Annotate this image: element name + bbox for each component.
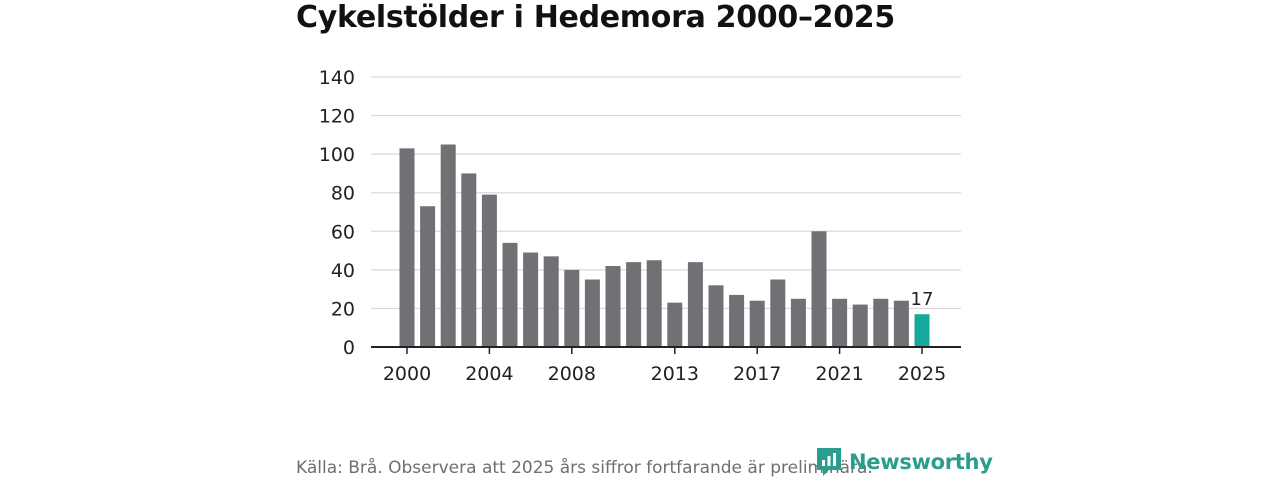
bar-2025 bbox=[914, 314, 930, 347]
x-tick-label: 2008 bbox=[548, 363, 596, 385]
bar-2011 bbox=[626, 262, 642, 347]
bar-2008 bbox=[564, 269, 580, 347]
y-tick-label: 20 bbox=[331, 298, 355, 320]
y-tick-label: 60 bbox=[331, 221, 355, 243]
y-tick-label: 40 bbox=[331, 260, 355, 282]
x-tick-label: 2000 bbox=[383, 363, 431, 385]
source-note: Källa: Brå. Observera att 2025 års siffr… bbox=[296, 458, 873, 478]
bar-2001 bbox=[420, 206, 436, 347]
bar-2007 bbox=[543, 256, 559, 347]
brand-name: Newsworthy bbox=[849, 450, 993, 474]
x-tick-label: 2017 bbox=[733, 363, 781, 385]
bar-2010 bbox=[605, 266, 621, 347]
y-tick-label: 100 bbox=[319, 144, 355, 166]
bar-2003 bbox=[461, 173, 477, 347]
bar-value-label: 17 bbox=[911, 289, 934, 310]
bar-2000 bbox=[399, 148, 415, 347]
bar-2020 bbox=[811, 231, 827, 347]
bar-2009 bbox=[584, 279, 600, 347]
bar-2012 bbox=[646, 260, 662, 347]
x-tick-label: 2021 bbox=[815, 363, 863, 385]
bar-2016 bbox=[729, 294, 745, 347]
bar-2017 bbox=[749, 300, 765, 347]
bar-2022 bbox=[852, 304, 868, 347]
y-tick-label: 140 bbox=[319, 67, 355, 89]
bar-2002 bbox=[440, 144, 456, 347]
bar-2014 bbox=[687, 262, 703, 347]
bar-chart: 0 20 40 60 80 100 120 140 17 2000 2004 2008 2013 2017… bbox=[319, 67, 961, 385]
bar-2013 bbox=[667, 302, 683, 347]
bar-2015 bbox=[708, 285, 724, 347]
bar-2006 bbox=[523, 252, 539, 347]
x-tick-label: 2013 bbox=[651, 363, 699, 385]
bar-2019 bbox=[790, 298, 806, 347]
bar-2021 bbox=[832, 298, 848, 347]
newsworthy-logo-icon bbox=[817, 448, 841, 476]
y-tick-label: 120 bbox=[319, 106, 355, 128]
bar-2018 bbox=[770, 279, 786, 347]
x-tick-label: 2004 bbox=[465, 363, 513, 385]
x-tick-label: 2025 bbox=[898, 363, 946, 385]
brand-logo: Newsworthy bbox=[815, 446, 993, 478]
y-tick-label: 80 bbox=[331, 183, 355, 205]
chart-title: Cykelstölder i Hedemora 2000–2025 bbox=[296, 0, 895, 35]
y-tick-label: 0 bbox=[343, 337, 355, 359]
bar-2024 bbox=[893, 300, 909, 347]
bar-2004 bbox=[481, 194, 497, 347]
bar-2005 bbox=[502, 242, 518, 347]
bar-2023 bbox=[873, 298, 889, 347]
